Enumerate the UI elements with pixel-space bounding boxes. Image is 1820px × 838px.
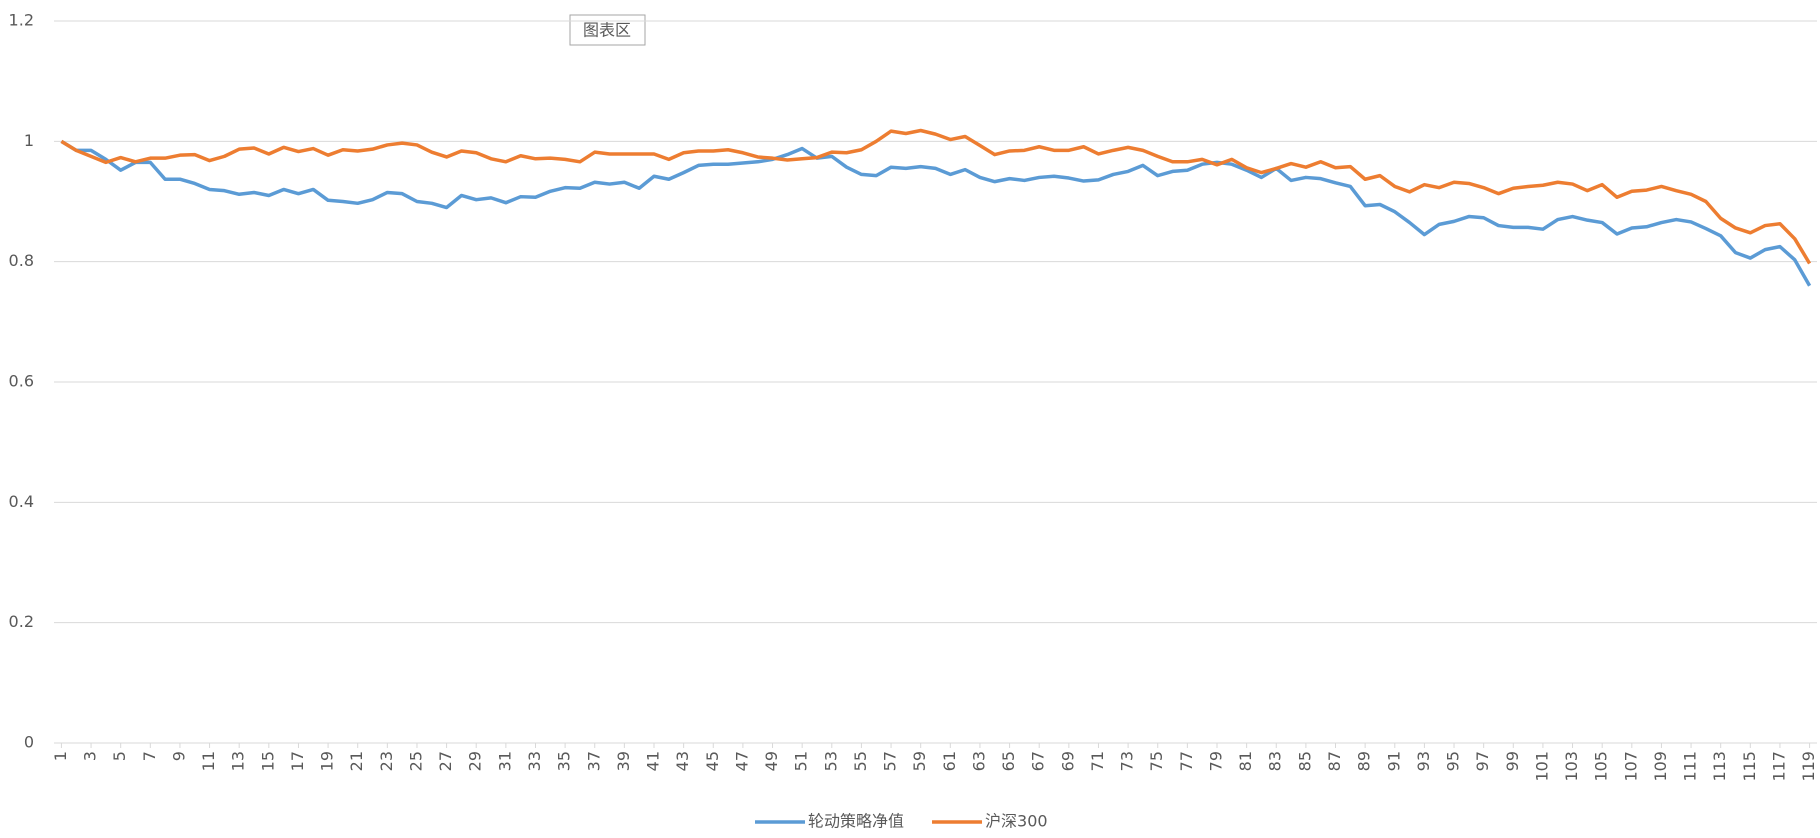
x-tick-label: 65 bbox=[999, 751, 1018, 771]
x-tick-label: 115 bbox=[1740, 751, 1759, 782]
x-tick-label: 35 bbox=[555, 751, 574, 771]
x-tick-label: 21 bbox=[347, 751, 366, 771]
x-tick-label: 119 bbox=[1799, 751, 1818, 782]
y-tick-label: 0.6 bbox=[9, 372, 34, 391]
y-tick-label: 0.4 bbox=[9, 492, 34, 511]
x-tick-label: 53 bbox=[821, 751, 840, 771]
x-tick-label: 9 bbox=[169, 751, 188, 761]
x-tick-label: 75 bbox=[1147, 751, 1166, 771]
x-tick-label: 61 bbox=[940, 751, 959, 771]
x-tick-label: 19 bbox=[318, 751, 337, 771]
legend-label: 沪深300 bbox=[985, 812, 1048, 831]
series-line bbox=[60, 139, 1812, 287]
x-tick-label: 7 bbox=[140, 751, 159, 761]
x-tick-label: 5 bbox=[110, 751, 129, 761]
x-tick-label: 101 bbox=[1532, 751, 1551, 782]
x-tick-label: 59 bbox=[910, 751, 929, 771]
x-tick-label: 55 bbox=[851, 751, 870, 771]
y-tick-label: 0.2 bbox=[9, 612, 34, 631]
x-tick-label: 23 bbox=[377, 751, 396, 771]
x-tick-label: 91 bbox=[1384, 751, 1403, 771]
x-tick-label: 93 bbox=[1414, 751, 1433, 771]
x-tick-label: 25 bbox=[406, 751, 425, 771]
x-tick-label: 67 bbox=[1029, 751, 1048, 771]
series-line bbox=[60, 128, 1812, 265]
x-tick-label: 117 bbox=[1769, 751, 1788, 782]
x-tick-label: 69 bbox=[1058, 751, 1077, 771]
x-tick-label: 17 bbox=[288, 751, 307, 771]
x-tick-label: 33 bbox=[525, 751, 544, 771]
x-tick-label: 31 bbox=[495, 751, 514, 771]
x-tick-label: 43 bbox=[673, 751, 692, 771]
x-tick-label: 39 bbox=[614, 751, 633, 771]
x-tick-label: 57 bbox=[881, 751, 900, 771]
x-tick-label: 83 bbox=[1266, 751, 1285, 771]
x-tick-label: 107 bbox=[1621, 751, 1640, 782]
x-tick-label: 45 bbox=[703, 751, 722, 771]
x-tick-label: 89 bbox=[1355, 751, 1374, 771]
x-tick-label: 41 bbox=[644, 751, 663, 771]
x-tick-label: 3 bbox=[81, 751, 100, 761]
x-tick-label: 47 bbox=[732, 751, 751, 771]
y-tick-label: 0.8 bbox=[9, 251, 34, 270]
x-tick-label: 73 bbox=[1118, 751, 1137, 771]
x-tick-label: 63 bbox=[969, 751, 988, 771]
x-tick-label: 85 bbox=[1295, 751, 1314, 771]
x-tick-label: 27 bbox=[436, 751, 455, 771]
x-tick-label: 37 bbox=[584, 751, 603, 771]
x-tick-label: 105 bbox=[1592, 751, 1611, 782]
x-tick-label: 29 bbox=[466, 751, 485, 771]
x-tick-label: 51 bbox=[792, 751, 811, 771]
y-tick-label: 1 bbox=[24, 131, 34, 150]
x-tick-label: 111 bbox=[1681, 751, 1700, 782]
x-tick-label: 109 bbox=[1651, 751, 1670, 782]
x-tick-label: 113 bbox=[1710, 751, 1729, 782]
tooltip-box bbox=[569, 14, 646, 46]
x-tick-label: 103 bbox=[1562, 751, 1581, 782]
x-tick-label: 71 bbox=[1088, 751, 1107, 771]
x-tick-label: 99 bbox=[1503, 751, 1522, 771]
tooltip: 图表区 bbox=[583, 21, 631, 40]
x-tick-label: 1 bbox=[51, 751, 70, 761]
x-tick-label: 15 bbox=[258, 751, 277, 771]
x-tick-label: 79 bbox=[1206, 751, 1225, 771]
legend-label: 轮动策略净值 bbox=[808, 812, 904, 831]
x-tick-label: 13 bbox=[229, 751, 248, 771]
x-tick-label: 49 bbox=[762, 751, 781, 771]
x-tick-label: 11 bbox=[199, 751, 218, 771]
y-tick-label: 0 bbox=[24, 733, 34, 752]
x-tick-label: 95 bbox=[1444, 751, 1463, 771]
y-tick-label: 1.2 bbox=[9, 11, 34, 30]
x-tick-label: 97 bbox=[1473, 751, 1492, 771]
x-tick-label: 77 bbox=[1177, 751, 1196, 771]
x-tick-label: 81 bbox=[1236, 751, 1255, 771]
x-tick-label: 87 bbox=[1325, 751, 1344, 771]
